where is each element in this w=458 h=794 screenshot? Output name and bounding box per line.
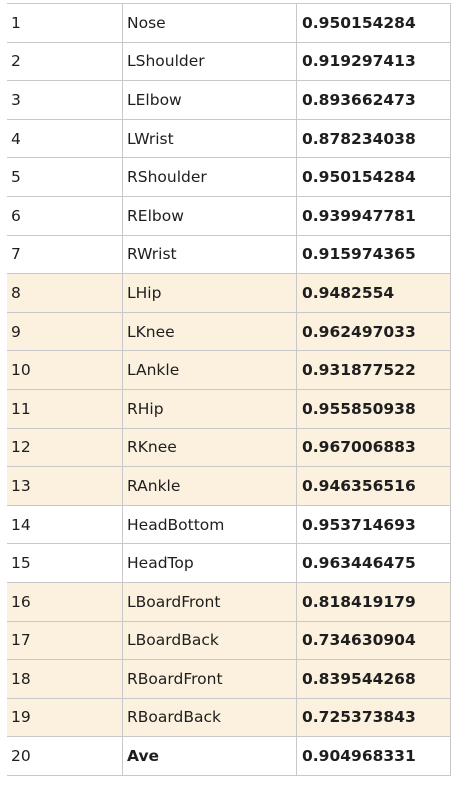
table-row: 16 LBoardFront 0.818419179 (7, 582, 451, 622)
table-row: 17 LBoardBack 0.734630904 (7, 621, 451, 661)
row-index: 7 (11, 245, 21, 264)
keypoint-score: 0.878234038 (296, 119, 451, 158)
row-index: 12 (11, 438, 31, 457)
keypoint-score: 0.950154284 (296, 4, 451, 42)
average-label: Ave (122, 737, 296, 775)
keypoint-name: LBoardFront (122, 582, 296, 621)
keypoint-name: RKnee (122, 428, 296, 467)
row-index: 4 (11, 129, 21, 148)
table-row: 1 Nose 0.950154284 (7, 4, 451, 43)
table-row: 14 HeadBottom 0.953714693 (7, 505, 451, 545)
table-row: 19 RBoardBack 0.725373843 (7, 698, 451, 738)
keypoint-score: 0.963446475 (296, 544, 451, 582)
keypoint-name: RAnkle (122, 467, 296, 505)
keypoint-score: 0.955850938 (296, 389, 451, 428)
row-index: 10 (11, 361, 31, 380)
keypoint-score-table: 1 Nose 0.950154284 2 LShoulder 0.9192974… (7, 3, 451, 776)
keypoint-score: 0.839544268 (296, 660, 451, 698)
keypoint-name: LElbow (122, 81, 296, 119)
keypoint-name: HeadBottom (122, 505, 296, 544)
keypoint-score: 0.725373843 (296, 698, 451, 737)
row-index: 14 (11, 515, 31, 534)
row-index: 3 (11, 90, 21, 109)
keypoint-score: 0.734630904 (296, 621, 451, 660)
keypoint-name: LAnkle (122, 351, 296, 389)
keypoint-name: RWrist (122, 235, 296, 274)
table-row: 11 RHip 0.955850938 (7, 389, 451, 429)
keypoint-name: RBoardFront (122, 660, 296, 698)
keypoint-score: 0.939947781 (296, 196, 451, 235)
keypoint-score: 0.919297413 (296, 42, 451, 81)
keypoint-score: 0.946356516 (296, 467, 451, 505)
row-index: 19 (11, 708, 31, 727)
table-row-average: 20 Ave 0.904968331 (7, 737, 451, 776)
table-row: 2 LShoulder 0.919297413 (7, 42, 451, 82)
row-index: 2 (11, 52, 21, 71)
keypoint-name: LKnee (122, 312, 296, 351)
row-index: 16 (11, 592, 31, 611)
keypoint-name: RBoardBack (122, 698, 296, 737)
table-row: 3 LElbow 0.893662473 (7, 81, 451, 120)
table-row: 13 RAnkle 0.946356516 (7, 467, 451, 506)
table-row: 4 LWrist 0.878234038 (7, 119, 451, 159)
keypoint-name: Nose (122, 4, 296, 42)
table-row: 7 RWrist 0.915974365 (7, 235, 451, 275)
table-row: 12 RKnee 0.967006883 (7, 428, 451, 468)
keypoint-name: RElbow (122, 196, 296, 235)
keypoint-name: LWrist (122, 119, 296, 158)
keypoint-name: LBoardBack (122, 621, 296, 660)
table-row: 18 RBoardFront 0.839544268 (7, 660, 451, 699)
keypoint-score: 0.953714693 (296, 505, 451, 544)
row-index: 1 (11, 13, 21, 32)
keypoint-name: HeadTop (122, 544, 296, 582)
row-index: 18 (11, 669, 31, 688)
keypoint-score: 0.950154284 (296, 158, 451, 196)
table-row: 5 RShoulder 0.950154284 (7, 158, 451, 197)
row-index: 6 (11, 206, 21, 225)
average-score: 0.904968331 (296, 737, 451, 775)
keypoint-name: LShoulder (122, 42, 296, 81)
row-index: 17 (11, 631, 31, 650)
keypoint-name: LHip (122, 274, 296, 312)
keypoint-score: 0.818419179 (296, 582, 451, 621)
keypoint-score: 0.931877522 (296, 351, 451, 389)
table-row: 10 LAnkle 0.931877522 (7, 351, 451, 390)
keypoint-score: 0.962497033 (296, 312, 451, 351)
keypoint-name: RHip (122, 389, 296, 428)
keypoint-score: 0.915974365 (296, 235, 451, 274)
keypoint-score: 0.9482554 (296, 274, 451, 312)
table-row: 9 LKnee 0.962497033 (7, 312, 451, 352)
keypoint-score: 0.893662473 (296, 81, 451, 119)
keypoint-score: 0.967006883 (296, 428, 451, 467)
row-index: 20 (11, 747, 31, 766)
row-index: 8 (11, 283, 21, 302)
keypoint-name: RShoulder (122, 158, 296, 196)
table-row: 6 RElbow 0.939947781 (7, 196, 451, 236)
table-row: 8 LHip 0.9482554 (7, 274, 451, 313)
row-index: 13 (11, 476, 31, 495)
row-index: 9 (11, 322, 21, 341)
row-index: 11 (11, 399, 31, 418)
table-row: 15 HeadTop 0.963446475 (7, 544, 451, 583)
row-index: 15 (11, 554, 31, 573)
row-index: 5 (11, 168, 21, 187)
